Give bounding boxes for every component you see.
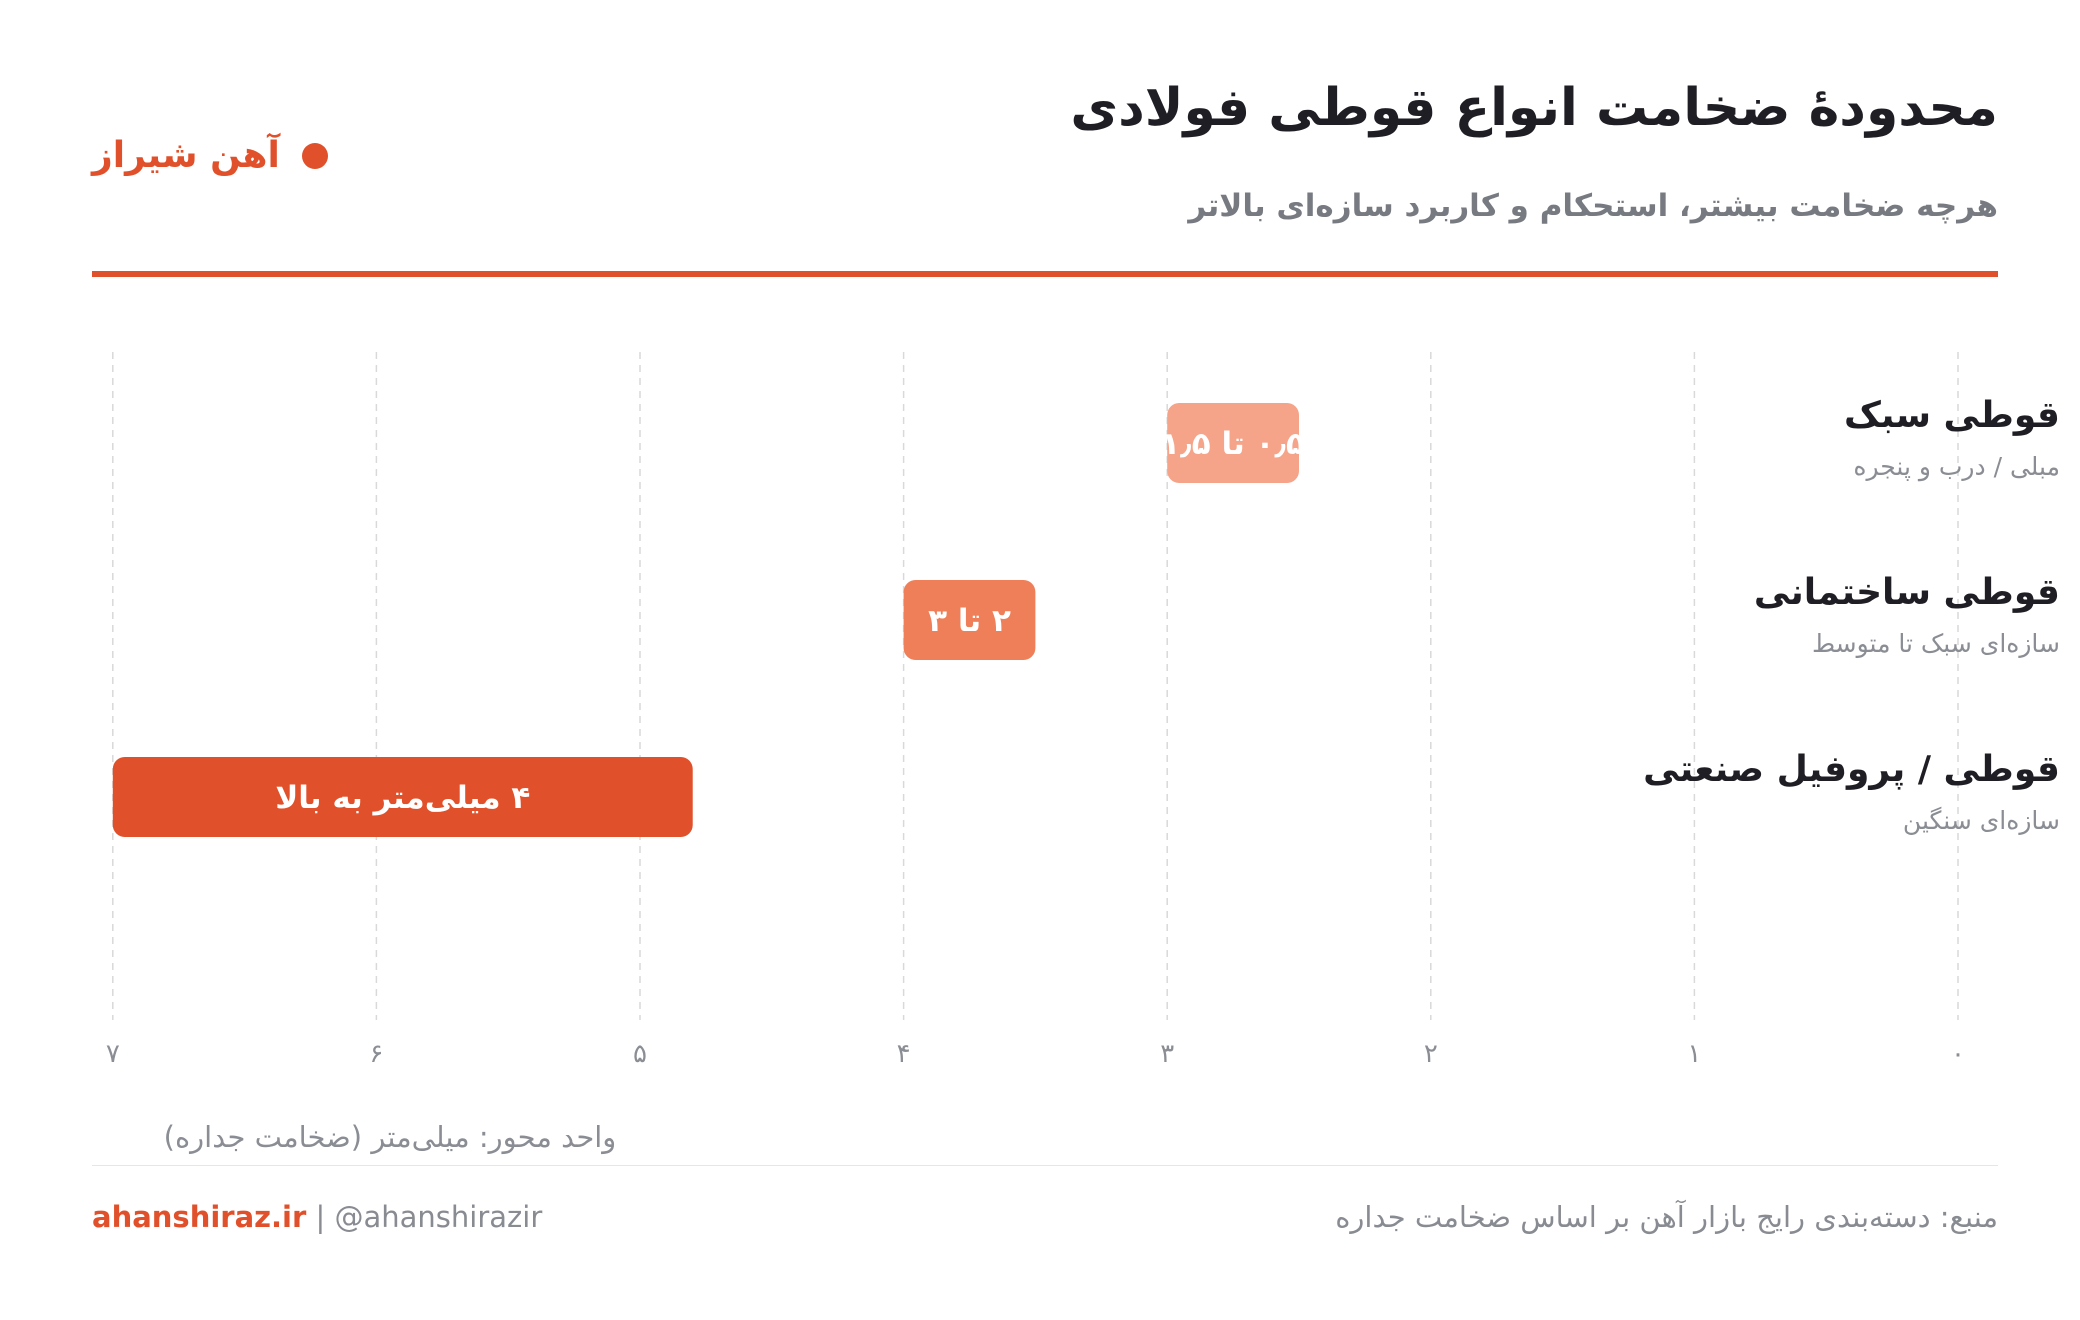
- header-divider: [92, 271, 1998, 277]
- category-description: مبلی / درب و پنجره: [1853, 452, 2060, 481]
- bar: [112, 757, 693, 837]
- category-name: قوطی / پروفیل صنعتی: [1643, 749, 2060, 790]
- page-title: محدودهٔ ضخامت انواع قوطی فولادی: [1070, 78, 1998, 138]
- category-name: قوطی ساختمانی: [1753, 572, 2060, 613]
- bar-value-label: ۴ میلی‌متر به بالا: [275, 780, 530, 816]
- x-tick-label: ۳: [1160, 1039, 1174, 1069]
- brand-name: آهن شیراز: [92, 135, 280, 176]
- x-axis-title: واحد محور: میلی‌متر (ضخامت جداره): [163, 1120, 617, 1154]
- x-tick-label: ۷: [106, 1039, 120, 1069]
- footer-site-link[interactable]: ahanshiraz.ir: [92, 1200, 307, 1234]
- bar: [903, 580, 1036, 660]
- category-name: قوطی سبک: [1844, 395, 2060, 436]
- footer-handle: | @ahanshirazir: [315, 1200, 543, 1234]
- x-tick-label: ۴: [897, 1039, 911, 1069]
- bar-value-label: ۰٫۵ تا ۱٫۵: [1161, 426, 1305, 462]
- x-tick-label: ۵: [633, 1039, 647, 1069]
- brand-dot-icon: [301, 142, 328, 169]
- footer-source: منبع: دسته‌بندی رایج بازار آهن بر اساس ض…: [1335, 1200, 1998, 1234]
- page-subtitle: هرچه ضخامت بیشتر، استحکام و کاربرد سازه‌…: [1188, 188, 1998, 224]
- category-description: سازه‌ای سنگین: [1902, 806, 2060, 835]
- category-description: سازه‌ای سبک تا متوسط: [1811, 629, 2060, 658]
- range-chart: ۰ ۱ ۲ ۳ ۴ ۵ ۶ ۷ ۰٫۵ تا ۱٫۵ ۲ تا ۳ ۴ میلی‌متر به ب…: [106, 352, 1965, 1069]
- category-label: قوطی / پروفیل صنعتی سازه‌ای سنگین: [1530, 749, 2060, 835]
- footer-divider: [92, 1165, 1998, 1166]
- brand: آهن شیراز: [92, 135, 328, 176]
- x-tick-label: ۱: [1687, 1039, 1701, 1069]
- x-tick-label: ۰: [1951, 1039, 1965, 1069]
- bar: [1167, 403, 1299, 483]
- x-tick-label: ۲: [1424, 1039, 1438, 1069]
- x-axis-ticks: ۰ ۱ ۲ ۳ ۴ ۵ ۶ ۷: [106, 1039, 1965, 1069]
- category-label: قوطی سبک مبلی / درب و پنجره: [1530, 395, 2060, 481]
- footer-credit: ahanshiraz.ir | @ahanshirazir: [92, 1200, 542, 1234]
- x-tick-label: ۶: [369, 1039, 383, 1069]
- bar-value-label: ۲ تا ۳: [928, 603, 1011, 639]
- category-label: قوطی ساختمانی سازه‌ای سبک تا متوسط: [1530, 572, 2060, 658]
- bars: ۰٫۵ تا ۱٫۵ ۲ تا ۳ ۴ میلی‌متر به بالا: [112, 403, 1305, 837]
